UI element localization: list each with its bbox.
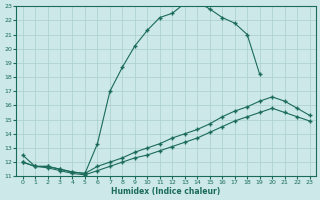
X-axis label: Humidex (Indice chaleur): Humidex (Indice chaleur) xyxy=(111,187,221,196)
